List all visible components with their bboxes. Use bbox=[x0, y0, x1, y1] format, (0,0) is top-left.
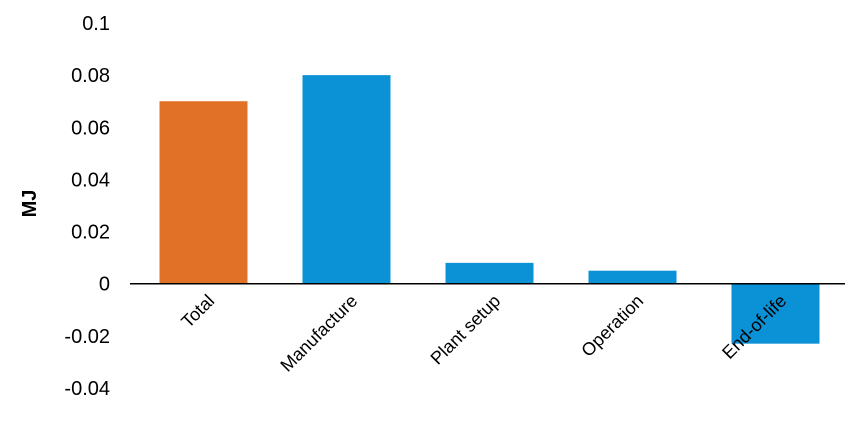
bar-plant-setup bbox=[445, 262, 534, 284]
bar-end-of-life bbox=[731, 283, 820, 344]
x-category-label: Plant setup bbox=[427, 291, 505, 369]
bar-operation bbox=[588, 270, 677, 284]
y-tick-label: -0.04 bbox=[64, 378, 110, 400]
bars bbox=[159, 75, 820, 344]
y-tick-label: -0.02 bbox=[64, 326, 110, 348]
y-tick-label: 0 bbox=[99, 274, 110, 296]
y-tick-label: 0.06 bbox=[71, 117, 110, 139]
x-category-label: Total bbox=[177, 291, 218, 332]
y-tick-label: 0.08 bbox=[71, 65, 110, 87]
bar-total bbox=[159, 101, 248, 284]
y-tick-label: 0.02 bbox=[71, 222, 110, 244]
x-axis-category-labels: Total Manufacture Plant setup Operation End-… bbox=[177, 291, 790, 376]
bar-manufacture bbox=[302, 75, 391, 284]
y-axis-ticks: 0.1 0.08 0.06 0.04 0.02 0 -0.02 -0.04 bbox=[64, 13, 110, 400]
y-tick-label: 0.1 bbox=[82, 13, 110, 35]
x-category-label: Operation bbox=[577, 291, 647, 361]
x-category-label: Manufacture bbox=[276, 291, 361, 376]
y-axis-label: MJ bbox=[19, 190, 41, 218]
y-tick-label: 0.04 bbox=[71, 169, 110, 191]
